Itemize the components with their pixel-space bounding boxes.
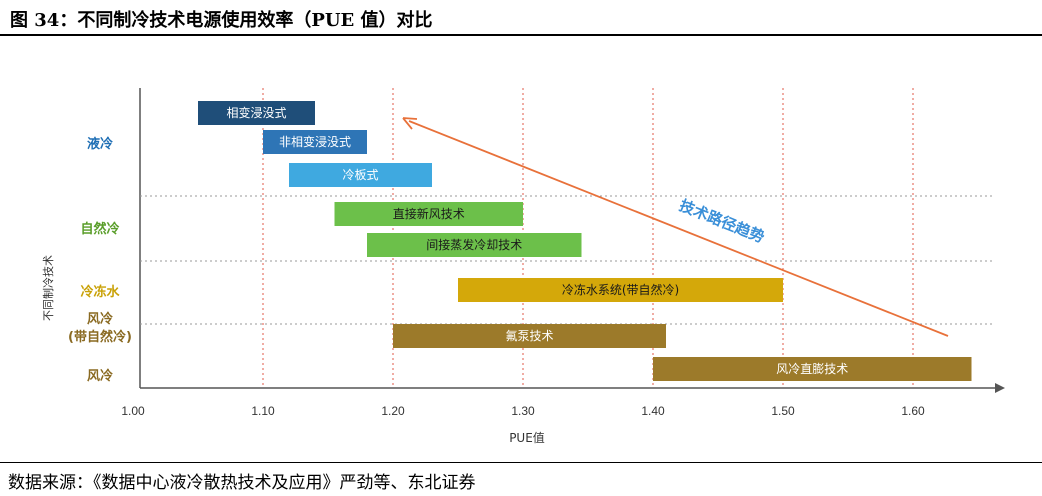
range-bar — [289, 163, 432, 187]
x-tick-label: 1.20 — [381, 404, 405, 418]
bar-label: 相变浸没式 — [226, 105, 286, 120]
bar-label: 冷冻水系统(带自然冷) — [562, 282, 679, 297]
bar-label: 氟泵技术 — [505, 329, 553, 343]
x-tick-label: 1.30 — [511, 404, 535, 418]
trend-label: 技术路径趋势 — [677, 196, 767, 246]
bar-label: 风冷直膨技术 — [776, 362, 848, 376]
figure-title: 图 34：不同制冷技术电源使用效率（PUE 值）对比 — [10, 10, 433, 31]
x-tick-label: 1.60 — [901, 404, 925, 418]
bar-label: 直接新风技术 — [393, 206, 465, 221]
group-label: (带自然冷) — [68, 329, 132, 345]
y-axis-label: 不同制冷技术 — [42, 255, 55, 321]
range-bar — [458, 278, 783, 302]
bar-label: 冷板式 — [342, 168, 378, 182]
x-tick-label: 1.40 — [641, 404, 665, 418]
range-bar — [653, 357, 972, 381]
x-axis-arrowhead — [995, 383, 1005, 393]
title-rule — [0, 34, 1042, 36]
range-bar — [367, 233, 582, 257]
range-bar — [263, 130, 367, 154]
x-tick-label: 1.50 — [771, 404, 795, 418]
group-label: 风冷 — [87, 368, 113, 384]
trend-arrow-line — [408, 120, 949, 337]
range-bar — [334, 202, 523, 226]
bar-label: 非相变浸没式 — [279, 134, 351, 149]
group-label: 风冷 — [87, 311, 113, 327]
range-bar — [198, 101, 315, 125]
x-axis-label: PUE值 — [509, 430, 545, 445]
group-label: 自然冷 — [80, 221, 119, 237]
group-label: 液冷 — [87, 136, 113, 152]
source-rule — [0, 462, 1042, 463]
source-note: 数据来源：《数据中心液冷散热技术及应用》严劲等、东北证券 — [8, 473, 476, 493]
x-tick-label: 1.10 — [251, 404, 275, 418]
trend-arrowhead — [402, 117, 418, 130]
bar-label: 间接蒸发冷却技术 — [426, 237, 522, 252]
x-tick-label: 1.00 — [121, 404, 145, 418]
range-bar — [393, 324, 666, 348]
pue-range-bar-chart: 1.00 1.10 1.20 1.30 1.40 1.50 1.60 PUE值 不同制冷技术 液冷… — [42, 88, 1005, 445]
group-label: 冷冻水 — [80, 284, 120, 300]
